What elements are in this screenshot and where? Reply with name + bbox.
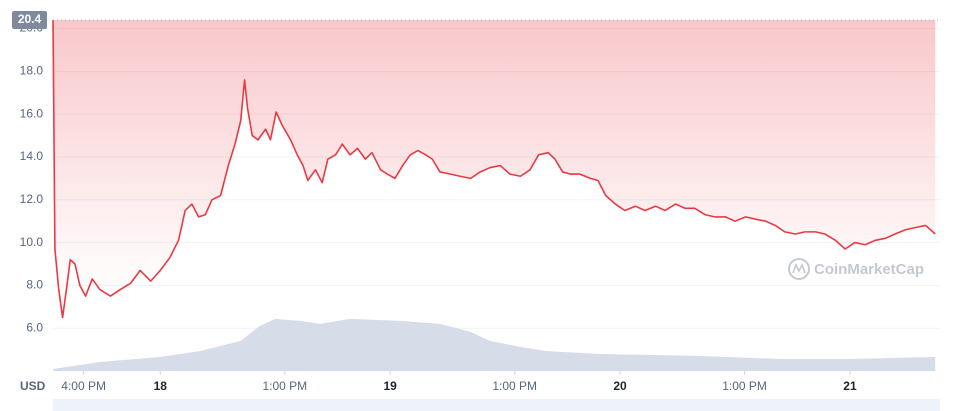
reference-badge <box>12 11 47 29</box>
price-area <box>53 20 936 318</box>
y-tick-label: 6.0 <box>26 320 43 334</box>
watermark-logo <box>788 258 810 280</box>
watermark-text: CoinMarketCap <box>814 261 924 278</box>
x-tick-label: 21 <box>843 379 857 393</box>
x-tick-label: 19 <box>383 379 397 393</box>
y-tick-label: 14.0 <box>20 149 44 163</box>
currency-label: USD <box>20 379 46 393</box>
x-tick-label: 4:00 PM <box>61 379 106 393</box>
volume-area <box>53 318 936 371</box>
x-tick-label: 1:00 PM <box>492 379 537 393</box>
reference-label: 20.4 <box>18 12 42 26</box>
y-tick-label: 16.0 <box>20 106 44 120</box>
price-line <box>52 19 936 319</box>
y-tick-label: 18.0 <box>20 64 44 78</box>
watermark: CoinMarketCap <box>788 258 924 280</box>
y-tick-label: 10.0 <box>20 235 44 249</box>
x-tick-label: 1:00 PM <box>722 379 767 393</box>
x-tick-label: 18 <box>154 379 168 393</box>
x-tick-label: 1:00 PM <box>262 379 307 393</box>
range-slider[interactable] <box>53 399 940 411</box>
y-tick-label: 12.0 <box>20 192 44 206</box>
watermark-logo-mark <box>792 263 806 274</box>
y-tick-label: 8.0 <box>26 278 43 292</box>
x-tick-label: 20 <box>613 379 627 393</box>
